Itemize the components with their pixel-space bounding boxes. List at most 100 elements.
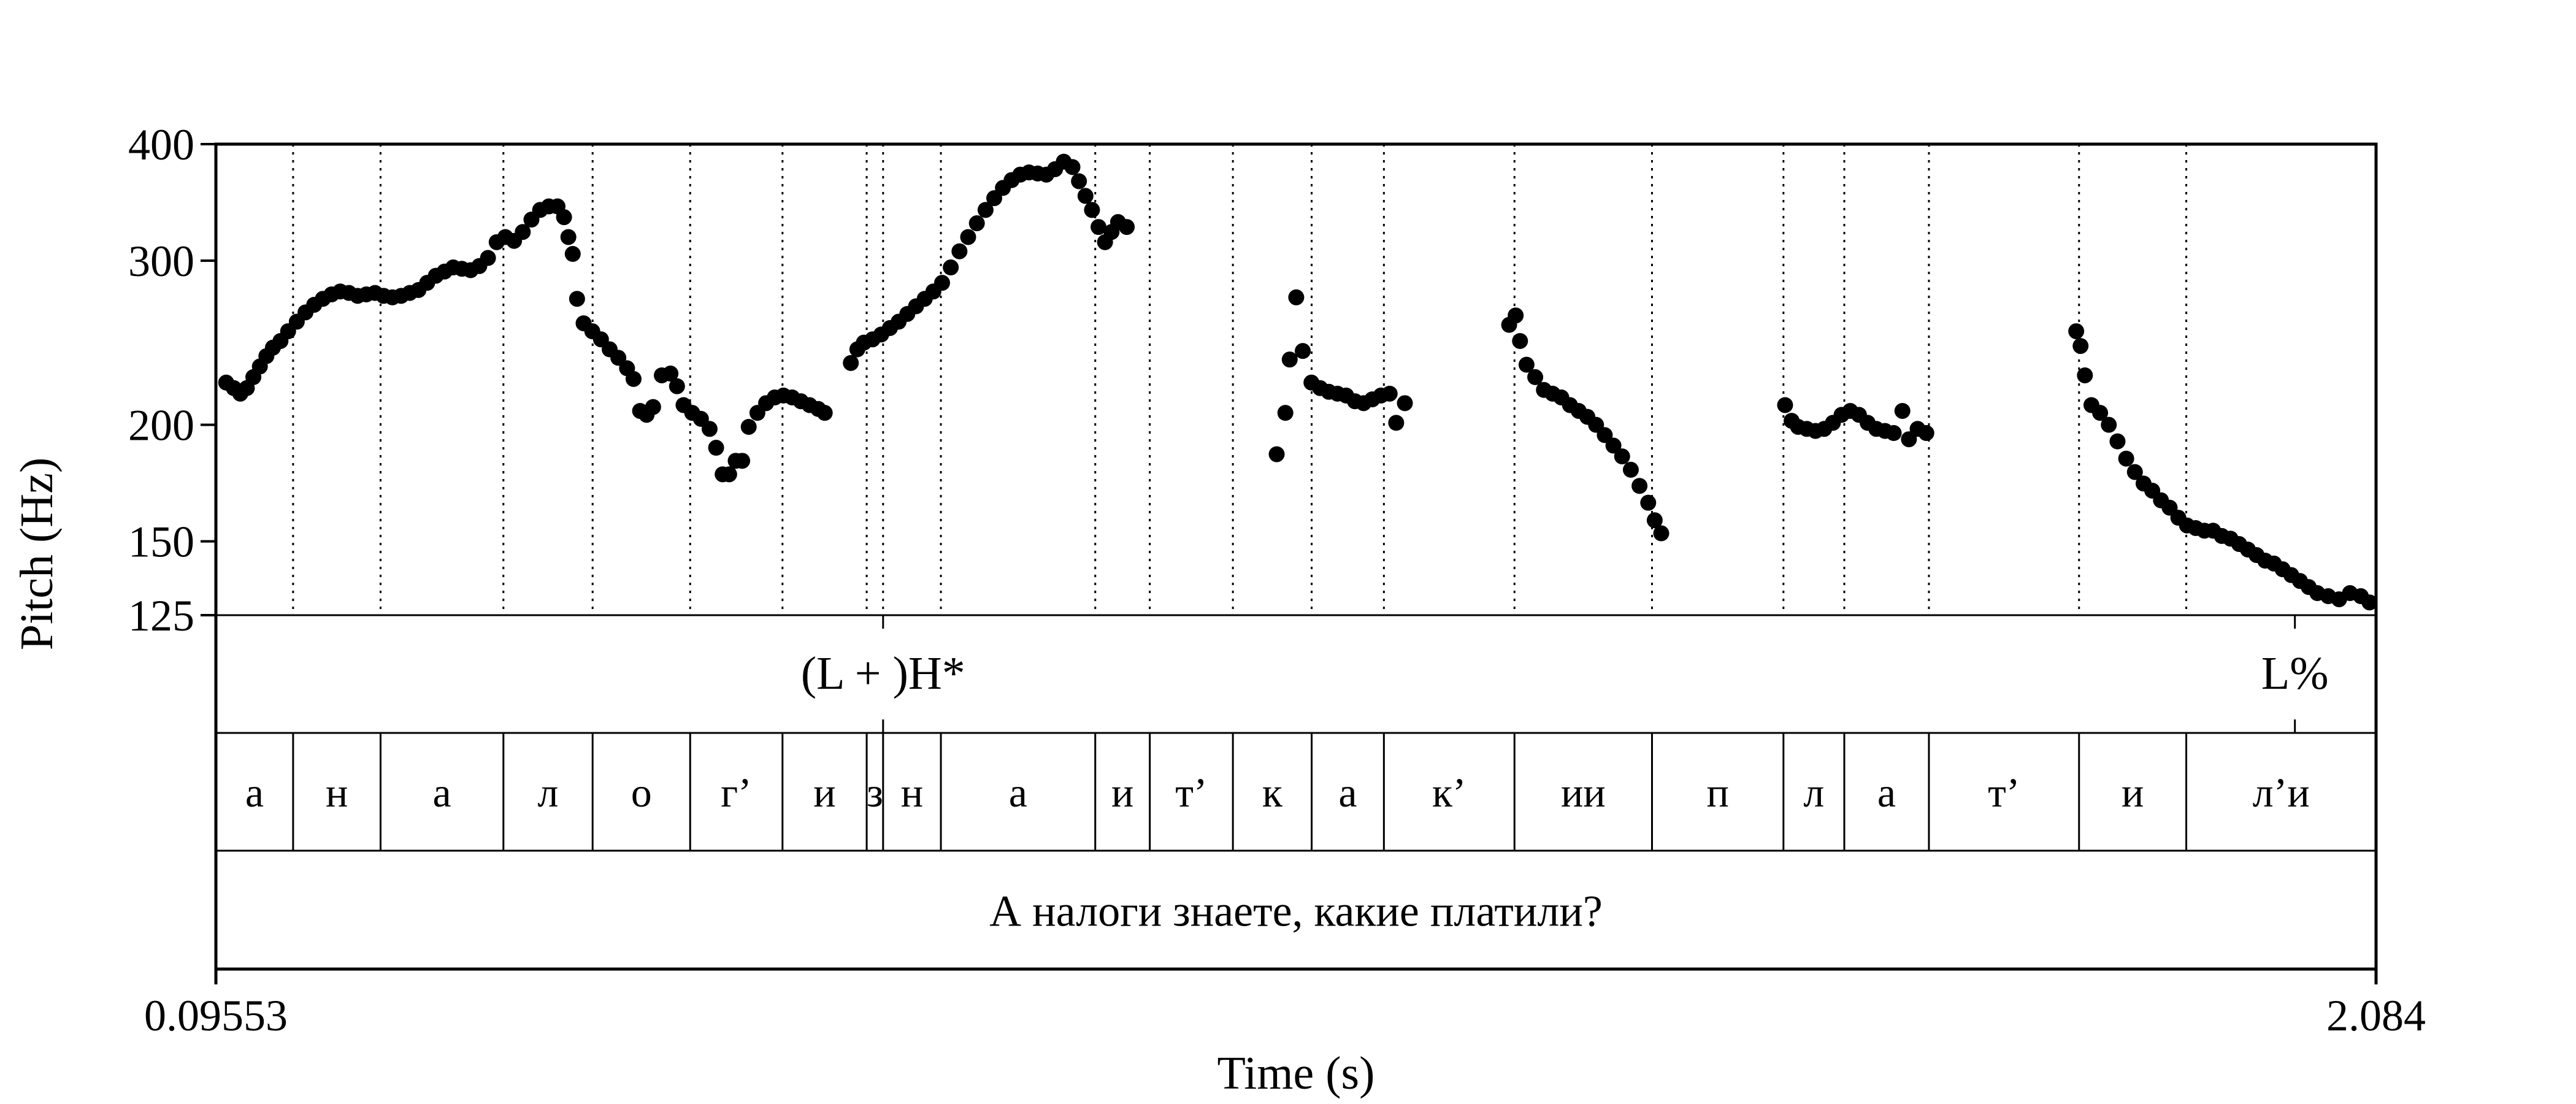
y-axis: 125 150 200 300 400 <box>128 120 216 640</box>
pitch-point <box>2072 338 2089 355</box>
pitch-point <box>645 399 661 415</box>
pitch-point <box>1508 307 1524 324</box>
pitch-point <box>721 466 737 483</box>
pitch-point <box>1894 402 1911 419</box>
pitch-point <box>1064 159 1081 175</box>
pitch-point <box>1295 343 1311 359</box>
phone-label: и <box>1111 769 1133 816</box>
pitch-point <box>1084 202 1100 218</box>
pitch-point <box>1777 397 1793 413</box>
pitch-point <box>515 224 531 240</box>
phone-label: а <box>1338 769 1357 816</box>
pitch-point <box>1077 188 1094 204</box>
pitch-point <box>740 418 757 435</box>
pitch-point <box>1614 448 1630 465</box>
pitch-point <box>1397 395 1413 412</box>
phone-label: н <box>326 769 348 816</box>
pitch-point <box>1071 173 1087 190</box>
phone-label: и <box>2122 769 2144 816</box>
pitch-point <box>968 215 985 232</box>
y-tick-label: 200 <box>128 401 194 450</box>
pitch-point <box>2118 450 2134 467</box>
pitch-point <box>556 209 572 226</box>
x-start-label: 0.09553 <box>144 991 288 1040</box>
phone-label: а <box>1877 769 1896 816</box>
pitch-point <box>2361 594 2378 611</box>
pitch-point <box>625 370 642 387</box>
phone-label: з <box>867 769 883 816</box>
phone-label: л’и <box>2253 769 2310 816</box>
pitch-point <box>1631 478 1648 494</box>
pitch-point <box>2109 433 2126 450</box>
pitch-point <box>1646 512 1663 529</box>
pitch-point <box>1597 427 1613 443</box>
x-end-label: 2.084 <box>2326 991 2426 1040</box>
pitch-point <box>1288 289 1305 305</box>
pitch-point <box>2101 416 2117 433</box>
phone-label: т’ <box>1988 769 2020 816</box>
pitch-point <box>977 202 994 218</box>
pitch-point <box>2077 367 2093 383</box>
pitch-point <box>1277 405 1294 421</box>
pitch-point <box>1622 461 1639 478</box>
phone-boundary-gridlines <box>292 144 2188 615</box>
phone-label: н <box>901 769 923 816</box>
pitch-point <box>1268 446 1285 462</box>
y-tick-label: 300 <box>128 237 194 286</box>
pitch-point <box>960 229 976 245</box>
phone-label: о <box>631 769 652 816</box>
outer-frame <box>214 142 2378 971</box>
pitch-point <box>564 246 581 263</box>
phone-label: к <box>1262 769 1283 816</box>
pitch-point <box>1119 219 1135 236</box>
pitch-point <box>943 259 959 276</box>
pitch-point <box>1091 219 1107 236</box>
pitch-point <box>560 229 577 245</box>
pitch-points <box>218 153 2378 611</box>
pitch-point <box>480 250 496 266</box>
pitch-point <box>662 366 679 382</box>
y-tick-label: 150 <box>128 518 194 567</box>
pitch-point <box>734 453 751 469</box>
pitch-point <box>610 350 627 366</box>
pitch-point <box>2092 405 2109 421</box>
pitch-point <box>2068 323 2085 340</box>
pitch-point <box>569 291 585 307</box>
plot-frame <box>214 142 2378 984</box>
tone-label: L% <box>2261 648 2329 699</box>
pitch-point <box>934 275 951 291</box>
phone-label: г’ <box>721 769 752 816</box>
phone-label: к’ <box>1432 769 1466 816</box>
phone-label: а <box>245 769 264 816</box>
pitch-point <box>669 378 685 394</box>
pitch-point <box>843 355 859 371</box>
phone-label: п <box>1706 769 1728 816</box>
pitch-point <box>708 440 724 456</box>
pitch-point <box>1605 437 1622 454</box>
phone-label: ии <box>1561 769 1606 816</box>
pitch-point <box>1381 385 1398 402</box>
y-tick-label: 400 <box>128 120 194 169</box>
pitch-point <box>1518 356 1535 373</box>
tone-label: (L + )H* <box>801 648 965 699</box>
pitch-point <box>1527 369 1544 385</box>
pitch-point <box>1918 425 1934 442</box>
pitch-point <box>1653 525 1669 542</box>
pitch-point <box>1640 494 1657 511</box>
pitch-point <box>2126 464 2143 480</box>
pitch-point <box>1512 332 1528 349</box>
pitch-point <box>816 405 833 421</box>
sentence-label: А налоги знаете, какие платили? <box>989 887 1603 936</box>
pitch-point <box>701 421 718 437</box>
phone-label: а <box>1009 769 1027 816</box>
x-axis-label: Time (s) <box>1217 1048 1375 1099</box>
phone-label: л <box>1803 769 1824 816</box>
annotation-tiers: а н а л о г’ и з н а и т’ к а к’ ии п л а т’ и л’и(L + )H* L%А… <box>245 615 2329 936</box>
pitch-point <box>1281 351 1298 368</box>
phone-label: л <box>538 769 559 816</box>
phone-label: а <box>433 769 451 816</box>
pitch-point <box>951 243 968 259</box>
pitch-point <box>1885 425 1902 442</box>
y-axis-label: Pitch (Hz) <box>11 458 63 650</box>
